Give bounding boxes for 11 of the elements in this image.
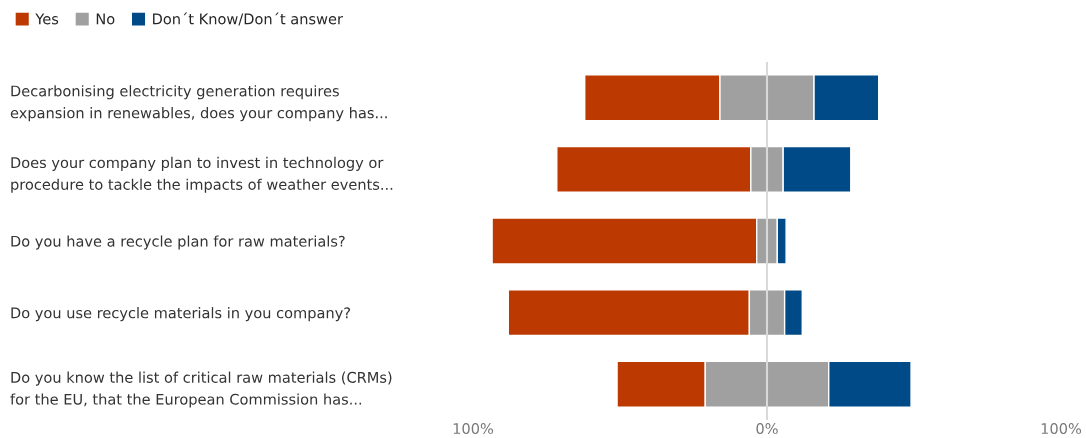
x-tick-label: 100% <box>453 423 494 435</box>
y-tick-label: Do you have a recycle plan for raw materials? <box>11 235 345 250</box>
y-tick-label: Do you use recycle materials in you company? <box>11 307 351 322</box>
x-tick-label: 0% <box>756 423 778 435</box>
legend-label: Don´t Know/Don´t answer <box>153 12 343 26</box>
legend-label: Yes <box>35 13 59 25</box>
x-tick-label: 100% <box>1041 423 1082 435</box>
y-tick-label: Decarbonising electricity generation requires expansion in renewables, does your company has... <box>10 85 387 122</box>
y-tick-label: Does your company plan to invest in technology or procedure to tackle the impacts of weather events... <box>11 156 393 193</box>
legend-label: No <box>96 13 115 25</box>
y-tick-label: Do you know the list of critical raw materials (CRMs) for the EU, that the European Commission has... <box>10 371 392 408</box>
